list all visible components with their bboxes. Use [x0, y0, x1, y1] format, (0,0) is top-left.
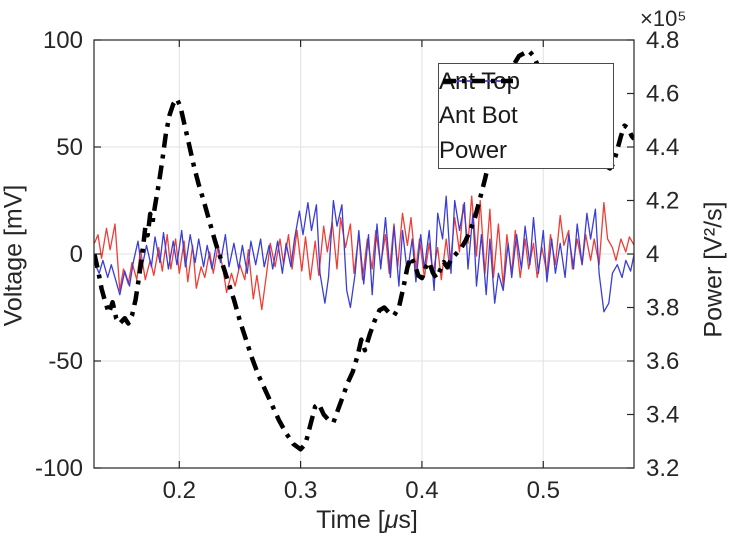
legend-entry-ant-bot: Ant Bot — [439, 80, 613, 133]
right-y-tick-label: 3.8 — [646, 295, 679, 322]
right-y-tick-label: 4.8 — [646, 27, 679, 54]
left-y-axis-label: Voltage [mV] — [0, 184, 28, 327]
tick-labels: 0.2 0.3 0.4 0.5 100 50 0 -50 -100 4.8 4.6 4.4 4.2 4 3.… — [35, 27, 679, 504]
right-y-tick-label: 4.4 — [646, 134, 679, 161]
legend: Ant Top Ant Bot Power — [438, 63, 614, 169]
legend-entry-power: Power — [439, 78, 613, 168]
x-tick-label: 0.5 — [527, 477, 560, 504]
x-tick-label: 0.2 — [163, 477, 196, 504]
x-tick-label: 0.4 — [405, 477, 438, 504]
left-y-tick-label: -50 — [48, 348, 83, 375]
left-y-tick-label: 50 — [56, 134, 83, 161]
x-tick-label: 0.3 — [284, 477, 317, 504]
x-axis-label-unit: s] — [398, 506, 418, 534]
left-y-tick-label: 100 — [43, 27, 83, 54]
left-y-tick-label: 0 — [70, 241, 83, 268]
right-y-tick-label: 4 — [646, 241, 659, 268]
right-axis-exponent: ×10⁵ — [640, 6, 687, 31]
legend-label-ant-bot: Ant Bot — [439, 102, 518, 129]
ant-bot-line — [94, 195, 634, 313]
left-y-tick-label: -100 — [35, 455, 83, 482]
right-y-tick-label: 4.6 — [646, 81, 679, 108]
power-line-sample-icon — [443, 78, 513, 84]
x-axis-label: Time [μs] — [0, 506, 734, 535]
power-line — [94, 48, 634, 452]
ant-top-line — [94, 195, 634, 311]
right-y-tick-label: 3.2 — [646, 455, 679, 482]
mu-symbol: μ — [384, 506, 399, 534]
x-axis-label-text: Time [ — [316, 506, 385, 534]
legend-label-power: Power — [439, 136, 508, 164]
series-lines — [94, 48, 634, 452]
right-y-axis-label: Power [V²/s] — [699, 201, 728, 338]
right-y-tick-label: 3.6 — [646, 348, 679, 375]
right-y-tick-label: 3.4 — [646, 402, 679, 429]
tick-marks — [94, 39, 634, 469]
right-y-tick-label: 4.2 — [646, 188, 679, 215]
